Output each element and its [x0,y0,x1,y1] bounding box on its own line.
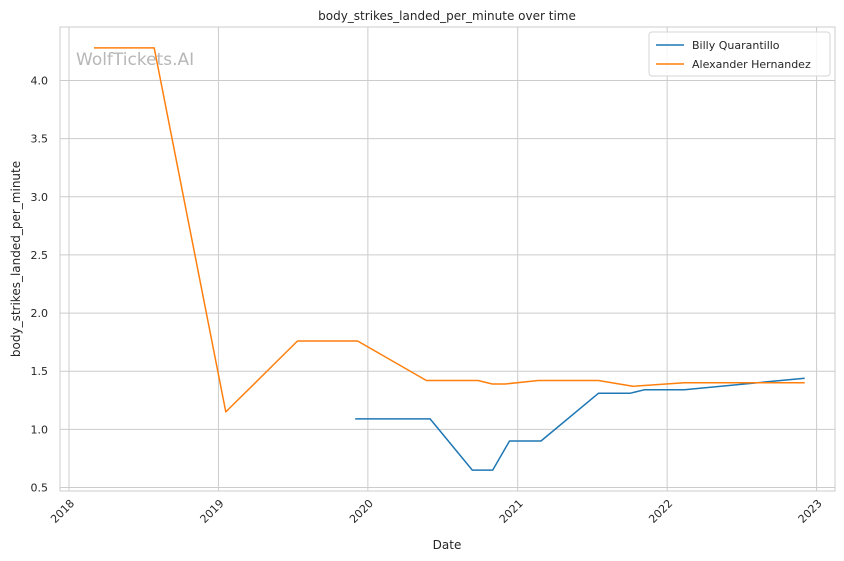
grid [60,27,835,491]
y-tick-label: 3.5 [31,133,49,146]
legend-label: Alexander Hernandez [692,58,811,71]
x-tick-label: 2018 [48,497,77,526]
series-lines [94,47,805,471]
plot-frame [59,26,836,492]
y-tick-label: 3.0 [31,191,49,204]
plot-area [60,27,835,491]
y-tick-label: 2.0 [31,307,49,320]
y-tick-label: 1.5 [31,365,49,378]
x-tick-label: 2023 [796,497,825,526]
legend-box [648,31,831,77]
y-tick-label: 0.5 [31,482,49,495]
y-tick-label: 2.5 [31,249,49,262]
y-tick-label: 4.0 [31,74,49,87]
y-tick-labels: 0.5 1.0 1.5 2.0 2.5 3.0 3.5 4.0 [31,74,49,494]
y-axis-label: body_strikes_landed_per_minute [9,161,23,357]
y-tick-label: 1.0 [31,423,49,436]
watermark: WolfTickets.AI [76,50,194,70]
x-tick-labels: 2018 2019 2020 2021 2022 2023 [48,497,825,526]
chart-title: body_strikes_landed_per_minute over time [318,9,576,23]
x-tick-label: 2019 [198,497,227,526]
legend-label: Billy Quarantillo [692,39,780,52]
x-tick-label: 2021 [497,497,526,526]
x-tick-label: 2020 [347,497,376,526]
legend: Billy Quarantillo Alexander Hernandez [648,31,831,77]
series-line-1 [94,47,805,413]
x-axis-label: Date [433,538,462,552]
series-line-0 [355,377,805,471]
x-tick-label: 2022 [646,497,675,526]
